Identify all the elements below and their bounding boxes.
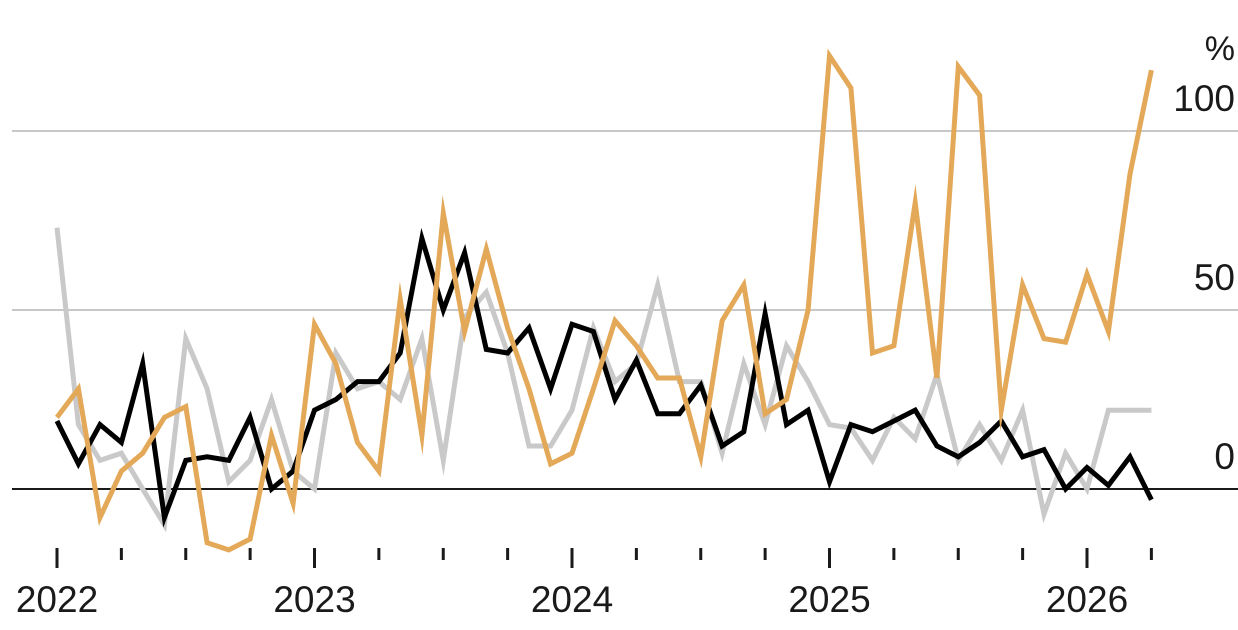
gridlines <box>12 130 1238 490</box>
series-lines <box>54 48 1154 553</box>
series-line-1 <box>54 227 1152 533</box>
x-tick-label-2026: 2026 <box>1046 579 1128 620</box>
x-tick-label-2022: 2022 <box>16 579 98 620</box>
series-line-2 <box>54 227 1154 528</box>
series-line-3 <box>54 48 1154 553</box>
x-tick-label-2025: 2025 <box>788 579 870 620</box>
y-unit-label: % <box>1205 30 1235 68</box>
y-axis-labels: 0 50 100 <box>1173 78 1235 477</box>
y-tick-label-50: 50 <box>1194 257 1235 298</box>
x-tick-label-2024: 2024 <box>531 579 613 620</box>
y-tick-label-100: 100 <box>1173 78 1235 119</box>
y-tick-label-0: 0 <box>1214 436 1235 477</box>
x-axis: 2022 2023 2024 2025 2026 <box>16 548 1153 620</box>
x-tick-label-2023: 2023 <box>273 579 355 620</box>
